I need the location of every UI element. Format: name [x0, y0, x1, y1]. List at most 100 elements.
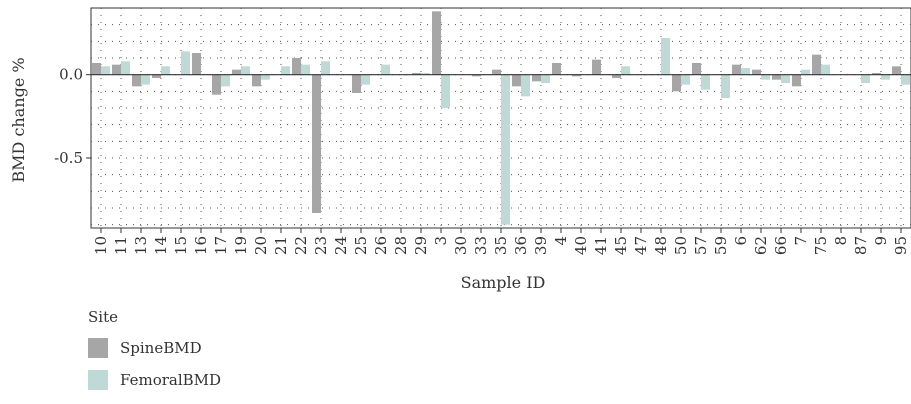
x-tick-label: 62	[752, 236, 770, 255]
x-tick-label: 4	[552, 236, 570, 246]
x-tick-label: 24	[332, 236, 350, 255]
bar-SpineBMD-95	[892, 66, 901, 75]
bar-FemoralBMD-39	[541, 74, 550, 83]
bar-FemoralBMD-66	[781, 74, 790, 83]
x-tick-label: 48	[652, 236, 670, 255]
x-tick-label: 41	[592, 236, 610, 255]
x-tick-label: 45	[612, 236, 630, 255]
x-tick-label: 57	[692, 236, 710, 255]
y-axis-label: BMD change %	[9, 57, 28, 182]
bar-SpineBMD-17	[212, 74, 221, 95]
bar-SpineBMD-66	[772, 74, 781, 80]
x-tick-label: 33	[472, 236, 490, 255]
x-tick-label: 20	[252, 236, 270, 255]
x-tick-label: 11	[112, 236, 130, 255]
x-tick-label: 6	[732, 236, 750, 246]
bar-FemoralBMD-87	[861, 74, 870, 83]
bar-SpineBMD-7	[792, 74, 801, 87]
bar-SpineBMD-50	[672, 74, 681, 92]
x-tick-label: 14	[152, 236, 170, 255]
bar-SpineBMD-45	[612, 74, 621, 78]
bar-FemoralBMD-26	[381, 64, 390, 75]
bar-SpineBMD-41	[592, 59, 601, 75]
x-tick-label: 50	[672, 236, 690, 255]
bar-FemoralBMD-17	[221, 74, 230, 87]
bar-FemoralBMD-6	[741, 68, 750, 75]
x-tick-label: 30	[452, 236, 470, 255]
bar-SpineBMD-14	[152, 74, 161, 78]
x-axis: 10 11 13 14 15 16 17 19 20 21 22 23 24 25 26 28 29 3 30 33 3…	[92, 228, 910, 255]
bar-SpineBMD-19	[232, 69, 241, 75]
x-tick-label: 75	[812, 236, 830, 255]
bar-SpineBMD-40	[572, 74, 581, 77]
bar-FemoralBMD-48	[661, 38, 670, 75]
x-tick-label: 36	[512, 236, 530, 255]
bar-FemoralBMD-19	[241, 66, 250, 75]
bars	[91, 11, 911, 225]
x-tick-label: 8	[832, 236, 850, 246]
bar-SpineBMD-57	[692, 63, 701, 75]
y-axis: 0.0 -0.5	[54, 66, 91, 167]
bar-FemoralBMD-57	[701, 74, 710, 90]
x-tick-label: 15	[172, 236, 190, 255]
legend-item-femoral: FemoralBMD	[88, 370, 221, 390]
bar-FemoralBMD-35	[501, 74, 510, 225]
x-tick-label: 87	[852, 236, 870, 255]
bar-SpineBMD-62	[752, 69, 761, 75]
x-axis-label: Sample ID	[461, 273, 546, 292]
bar-FemoralBMD-11	[121, 61, 130, 75]
bar-FemoralBMD-13	[141, 74, 150, 85]
bar-SpineBMD-20	[252, 74, 261, 87]
bar-SpineBMD-9	[872, 73, 881, 75]
bar-FemoralBMD-7	[801, 69, 810, 75]
bar-SpineBMD-16	[192, 53, 201, 75]
x-tick-label: 9	[872, 236, 890, 246]
bar-FemoralBMD-10	[101, 66, 110, 75]
x-tick-label: 21	[272, 236, 290, 255]
bar-SpineBMD-3	[432, 11, 441, 75]
bar-FemoralBMD-59	[721, 74, 730, 98]
bar-SpineBMD-29	[412, 73, 421, 75]
bar-chart: 0.0 -0.5 10 11 13 14 15 16 17 19 20 21 22 23 24 25 26 28…	[9, 7, 911, 292]
bar-SpineBMD-35	[492, 69, 501, 75]
bar-FemoralBMD-75	[821, 64, 830, 75]
bar-SpineBMD-13	[132, 74, 141, 87]
bar-FemoralBMD-45	[621, 66, 630, 75]
bar-SpineBMD-23	[312, 74, 321, 214]
bar-SpineBMD-4	[552, 63, 561, 75]
bar-SpineBMD-39	[532, 74, 541, 82]
bar-FemoralBMD-14	[161, 66, 170, 75]
x-tick-label: 16	[192, 236, 210, 255]
x-tick-label: 39	[532, 236, 550, 255]
bar-FemoralBMD-50	[681, 74, 690, 85]
bar-FemoralBMD-23	[321, 61, 330, 75]
bar-SpineBMD-10	[92, 63, 101, 75]
x-tick-label: 47	[632, 236, 650, 255]
legend-item-spine: SpineBMD	[88, 338, 221, 358]
x-tick-label: 95	[892, 236, 910, 255]
x-tick-label: 22	[292, 236, 310, 255]
bar-SpineBMD-22	[292, 58, 301, 75]
bar-FemoralBMD-29	[421, 73, 430, 75]
bar-FemoralBMD-9	[881, 74, 890, 80]
bar-SpineBMD-36	[512, 74, 521, 87]
x-tick-label: 59	[712, 236, 730, 255]
x-tick-label: 23	[312, 236, 330, 255]
bar-SpineBMD-25	[352, 74, 361, 93]
bar-FemoralBMD-95	[901, 74, 910, 85]
x-tick-label: 28	[392, 236, 410, 255]
x-tick-label: 13	[132, 236, 150, 255]
x-tick-label: 3	[432, 236, 450, 246]
x-tick-label: 25	[352, 236, 370, 255]
x-tick-label: 35	[492, 236, 510, 255]
x-tick-label: 40	[572, 236, 590, 255]
bar-FemoralBMD-62	[761, 74, 770, 80]
legend-label-femoral: FemoralBMD	[120, 371, 222, 389]
y-tick-label: 0.0	[59, 66, 83, 84]
bar-FemoralBMD-25	[361, 74, 370, 85]
bar-FemoralBMD-20	[261, 74, 270, 80]
x-tick-label: 66	[772, 236, 790, 255]
x-tick-label: 19	[232, 236, 250, 255]
bar-SpineBMD-33	[472, 74, 481, 77]
legend-label-spine: SpineBMD	[120, 339, 202, 357]
